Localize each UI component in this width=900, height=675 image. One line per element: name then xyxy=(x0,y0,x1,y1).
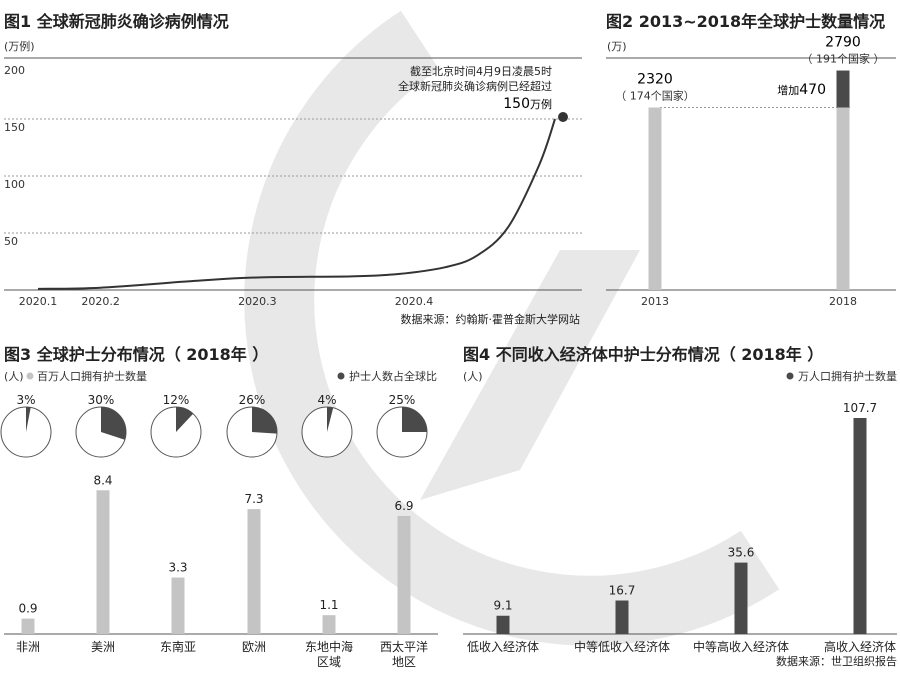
chart-3-pie-label: 26% xyxy=(239,393,266,407)
chart-4-bar xyxy=(496,615,510,634)
chart-3-bar xyxy=(397,515,411,634)
chart-3-bar xyxy=(247,509,261,634)
chart-1-x-tick-label: 2020.1 xyxy=(19,295,58,308)
chart-2-x-tick-label: 2013 xyxy=(641,295,669,308)
chart-4-unit: (人) xyxy=(463,370,483,383)
chart-4-bar xyxy=(853,418,867,634)
chart-3-pie-slice xyxy=(26,407,31,432)
chart-3-legend-bar: 百万人口拥有护士数量 xyxy=(37,369,147,383)
chart-3-pie-label: 12% xyxy=(163,393,190,407)
chart-1-annotation-value-label: 150万例 xyxy=(503,96,552,112)
chart-1-x-ticks: 2020.1 2020.2 2020.3 2020.4 xyxy=(19,295,434,308)
chart-3-category-label: 东南亚 xyxy=(160,639,196,654)
chart-1-annotation-suffix: 万例 xyxy=(530,97,552,111)
chart-2-bars: 2320（ 174个国家） 2013 2790（ 191个国家 ） 2018 xyxy=(615,35,884,308)
chart-2-value-label: 2320 xyxy=(637,71,673,87)
chart-2-sub-label: （ 191个国家 ） xyxy=(802,52,885,66)
chart-4-legend: 万人口拥有护士数量 xyxy=(798,369,897,383)
chart-4-legend-swatch xyxy=(786,372,794,380)
chart-3-pie-slice xyxy=(327,407,334,432)
chart-3-legend-pie-swatch xyxy=(337,372,345,380)
chart-4-bar xyxy=(734,562,748,634)
chart-3-pie-label: 30% xyxy=(88,393,115,407)
chart-3-category-label: 欧洲 xyxy=(242,640,266,654)
chart-2-increase-label: 增加470 xyxy=(777,82,826,98)
chart-3-pie-slice xyxy=(176,407,194,432)
chart-4-bar xyxy=(615,600,629,634)
chart-3-category-label: 非洲 xyxy=(16,640,40,654)
chart-3-category-label: 美洲 xyxy=(91,640,115,654)
chart-4-category-label: 高收入经济体 xyxy=(824,639,896,654)
chart-3-value-label: 1.1 xyxy=(319,598,338,612)
chart-4-bars: 9.1 低收入经济体 16.7 中等低收入经济体 35.6 中等高收入经济体 107.7 高收… xyxy=(467,401,896,654)
chart-3-unit: (人) xyxy=(4,370,24,383)
chart-1-x-tick-label: 2020.4 xyxy=(395,295,434,308)
chart-3-pie-label: 4% xyxy=(317,393,336,407)
chart-1-x-tick-label: 2020.2 xyxy=(81,295,120,308)
chart-4-category-label: 低收入经济体 xyxy=(467,639,539,654)
chart-3-category-label: 区域 xyxy=(317,655,341,669)
chart-3-title: 图3 全球护士分布情况（ 2018年 ） xyxy=(4,345,268,364)
chart-3-value-label: 3.3 xyxy=(168,561,187,575)
chart-1-title: 图1 全球新冠肺炎确诊病例情况 xyxy=(4,12,229,31)
chart-3-bar xyxy=(171,577,185,634)
chart-1-y-tick-label: 100 xyxy=(4,178,25,191)
chart-4-title: 图4 不同收入经济体中护士分布情况（ 2018年 ） xyxy=(463,345,823,364)
chart-2-increase-word: 增加 xyxy=(777,83,799,97)
chart-3-bar xyxy=(322,615,336,634)
chart-1-y-ticks: 200 150 100 50 xyxy=(4,64,25,248)
chart-1-x-tick-label: 2020.3 xyxy=(238,295,277,308)
chart-3-legend-pie: 护士人数占全球比 xyxy=(349,369,437,383)
chart-1-grid xyxy=(4,118,582,234)
chart-2-title: 图2 2013~2018年全球护士数量情况 xyxy=(606,12,885,31)
chart-2-sub-label: （ 174个国家） xyxy=(615,88,695,102)
chart-1-series-line xyxy=(37,118,556,290)
chart-4-category-label: 中等高收入经济体 xyxy=(693,639,789,654)
chart-3-bar-pie: 图3 全球护士分布情况（ 2018年 ） (人) 百万人口拥有护士数量 护士人数… xyxy=(0,345,438,669)
chart-3-value-label: 7.3 xyxy=(244,492,263,506)
chart-2-value-label: 2790 xyxy=(825,35,861,51)
chart-4-value-label: 9.1 xyxy=(493,599,512,613)
chart-4-source: 数据来源：世卫组织报告 xyxy=(776,654,897,668)
chart-1-y-tick-label: 150 xyxy=(4,121,25,134)
chart-3-pie-slice xyxy=(402,407,427,432)
chart-3-bar xyxy=(21,618,35,634)
chart-3-bar xyxy=(96,490,110,634)
chart-1-source: 数据来源：约翰斯·霍普金斯大学网站 xyxy=(401,312,581,326)
chart-1-annotation-line2: 全球新冠肺炎确诊病例已经超过 xyxy=(398,79,552,93)
chart-2-x-tick-label: 2018 xyxy=(829,295,857,308)
chart-3-value-label: 0.9 xyxy=(18,602,37,616)
chart-2-bar-2013 xyxy=(648,107,662,290)
chart-3-pies: 3% 30% 12% 26% 4% 25% xyxy=(0,393,428,458)
chart-3-pie-label: 3% xyxy=(16,393,35,407)
chart-4-bar: 图4 不同收入经济体中护士分布情况（ 2018年 ） (人) 万人口拥有护士数量… xyxy=(463,345,897,668)
chart-2-bar: 图2 2013~2018年全球护士数量情况 (万) 2320（ 174个国家）2… xyxy=(606,12,896,308)
chart-2-bar-2018-base xyxy=(836,107,850,290)
chart-2-unit: (万) xyxy=(607,40,627,53)
chart-3-category-label: 地区 xyxy=(392,655,416,669)
chart-3-value-label: 8.4 xyxy=(93,473,112,487)
chart-4-value-label: 35.6 xyxy=(728,546,755,560)
chart-1-annotation-value: 150 xyxy=(503,96,530,112)
chart-4-value-label: 16.7 xyxy=(609,584,636,598)
chart-1-annotation-line1: 截至北京时间4月9日凌晨5时 xyxy=(410,64,552,78)
chart-3-category-label: 西太平洋 xyxy=(380,639,428,654)
chart-1-y-tick-label: 50 xyxy=(4,235,18,248)
chart-4-value-label: 107.7 xyxy=(843,401,877,415)
chart-3-legend-bar-swatch xyxy=(26,372,34,380)
chart-3-pie-slice xyxy=(252,406,277,434)
chart-3-pie-label: 25% xyxy=(389,393,416,407)
chart-1-end-point xyxy=(558,112,568,122)
chart-1-unit: (万例) xyxy=(4,39,35,53)
chart-2-bar-2018-increase xyxy=(836,70,850,108)
chart-3-pie-slice xyxy=(101,407,127,440)
chart-1-y-tick-label: 200 xyxy=(4,64,25,77)
chart-3-value-label: 6.9 xyxy=(394,499,413,513)
chart-3-category-label: 东地中海 xyxy=(305,639,353,654)
chart-4-category-label: 中等低收入经济体 xyxy=(574,639,670,654)
chart-2-increase-value: 470 xyxy=(799,82,826,98)
